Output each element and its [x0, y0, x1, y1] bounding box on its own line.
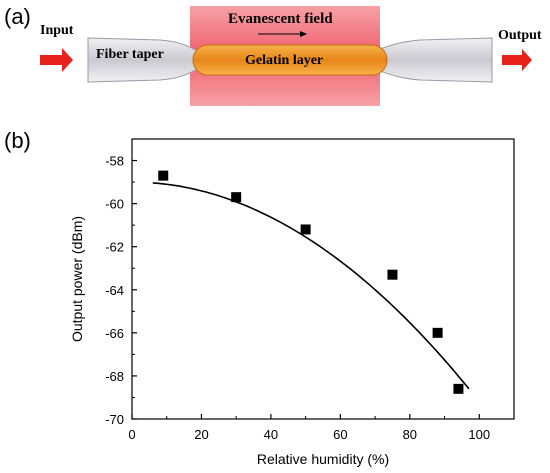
data-point [432, 327, 443, 338]
data-point [300, 224, 311, 235]
output-arrow-icon [502, 49, 532, 71]
evanescent-field-label: Evanescent field [228, 11, 333, 27]
y-tick-label: -68 [105, 369, 124, 384]
input-arrow-icon [40, 48, 73, 72]
y-tick-label: -58 [105, 154, 124, 169]
fiber-schematic: Input Output Fiber taper Evanescent fiel… [40, 6, 542, 106]
output-label: Output [498, 28, 542, 43]
x-axis-label: Relative humidity (%) [257, 451, 389, 467]
y-tick-label: -60 [105, 197, 124, 212]
panel-b-label: (b) [4, 128, 31, 153]
fiber-taper-label: Fiber taper [96, 47, 164, 62]
y-tick-label: -66 [105, 326, 124, 341]
gelatin-layer [192, 44, 388, 76]
input-label: Input [40, 23, 74, 38]
field-arrowhead-icon [300, 31, 307, 37]
data-points [158, 170, 464, 394]
x-tick-label: 0 [128, 427, 135, 442]
panel-a-label: (a) [4, 4, 31, 29]
y-tick-label: -64 [105, 283, 124, 298]
plot-frame [131, 138, 515, 420]
data-point [231, 192, 242, 203]
x-axis-ticks: 0 20 40 60 80 100 [128, 414, 490, 442]
data-point [453, 383, 464, 394]
x-tick-label: 60 [333, 427, 347, 442]
fit-curve [152, 182, 470, 390]
y-axis-label: Output power (dBm) [69, 216, 85, 342]
x-tick-label: 100 [468, 427, 490, 442]
data-point [387, 269, 398, 280]
gelatin-layer-label: Gelatin layer [245, 53, 323, 68]
x-tick-label: 80 [403, 427, 417, 442]
x-tick-label: 40 [264, 427, 278, 442]
y-axis-ticks: -70 -68 -66 -64 -62 -60 -58 [105, 154, 137, 427]
x-tick-label: 20 [194, 427, 208, 442]
y-tick-label: -70 [105, 412, 124, 427]
data-point [158, 170, 169, 181]
y-tick-label: -62 [105, 240, 124, 255]
